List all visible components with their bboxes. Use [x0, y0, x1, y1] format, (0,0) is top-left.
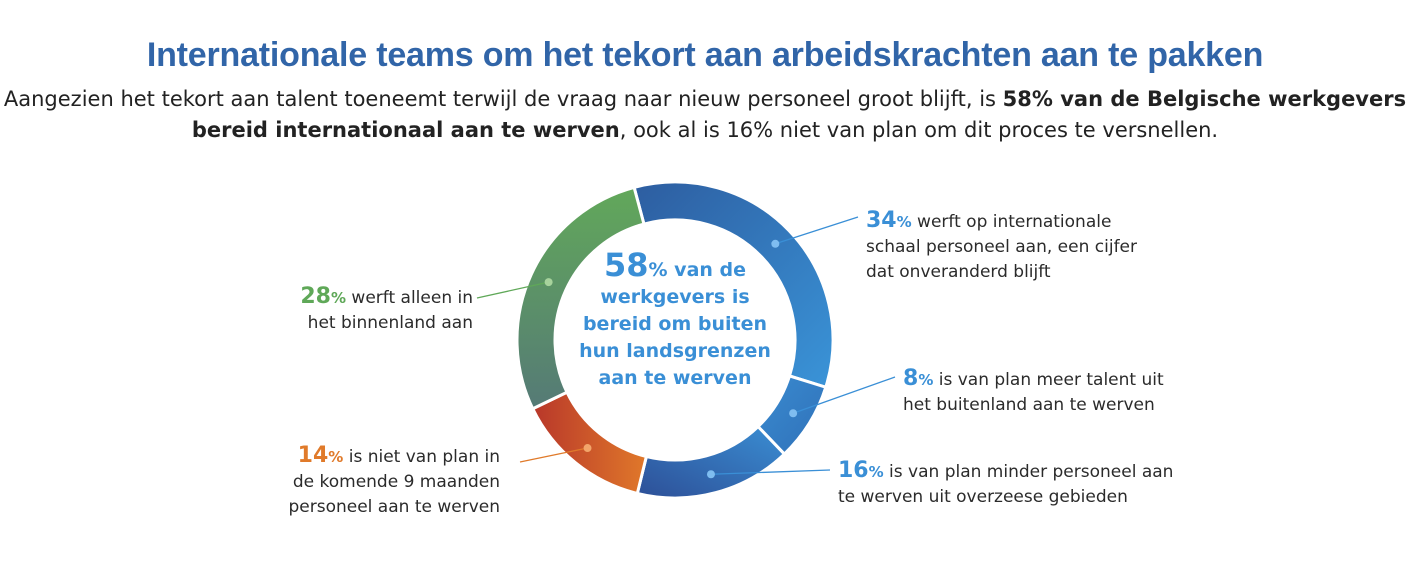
- leader-line-14: [519, 447, 588, 463]
- center-line4: hun landsgrenzen: [579, 340, 771, 362]
- slice-text-line: werft op internationale: [911, 212, 1112, 232]
- center-number: 58: [603, 246, 649, 284]
- center-line5: aan te werven: [598, 367, 752, 389]
- slice-pct-sign: %: [896, 213, 912, 231]
- slice-label-8: 8% is van plan meer talent uit het buiten…: [903, 366, 1164, 418]
- center-pct: %: [648, 259, 668, 281]
- subtitle-part1: Aangezien het tekort aan talent toeneemt…: [3, 87, 1003, 111]
- slice-value-14: 14: [297, 443, 329, 468]
- leader-dot-28: [544, 278, 553, 287]
- subtitle-bold: 58% van de Belgische werkgevers bereid i…: [191, 87, 1407, 142]
- center-line1: van de: [667, 259, 747, 281]
- center-line2: werkgevers is: [600, 286, 750, 308]
- slice-text-line: is van plan meer talent uit: [933, 370, 1164, 390]
- slice-pct-sign: %: [331, 289, 347, 307]
- slice-value-34: 34: [866, 208, 897, 233]
- leader-line-34: [775, 216, 859, 245]
- slice-text-line: personeel aan te werven: [288, 497, 500, 517]
- donut-slice-16: [635, 424, 787, 500]
- leader-dot-8: [789, 409, 798, 418]
- leader-line-8: [792, 376, 896, 414]
- slice-text-line: het binnenland aan: [307, 313, 473, 333]
- donut-slice-28: [515, 185, 646, 411]
- slice-text-line: is van plan minder personeel aan: [883, 462, 1174, 482]
- subtitle-part2: , ook al is 16% niet van plan om dit pro…: [619, 118, 1219, 142]
- slice-text-line: het buitenland aan te werven: [903, 395, 1155, 415]
- slice-label-16: 16% is van plan minder personeel aan te w…: [838, 458, 1173, 510]
- center-label: 58% van de werkgevers is bereid om buite…: [555, 249, 795, 392]
- slice-text-line: dat onveranderd blijft: [866, 262, 1051, 282]
- slice-text-line: schaal personeel aan, een cijfer: [866, 237, 1137, 257]
- leader-line-16: [710, 469, 831, 475]
- slice-pct-sign: %: [918, 371, 934, 389]
- slice-text-line: de komende 9 maanden: [292, 472, 500, 492]
- slice-text-line: werft alleen in: [346, 288, 473, 308]
- leader-line-28: [476, 281, 549, 299]
- chart-title: Internationale teams om het tekort aan a…: [146, 36, 1264, 74]
- slice-label-28: 28% werft alleen in het binnenland aan: [300, 284, 473, 336]
- slice-value-8: 8: [903, 366, 919, 391]
- slice-pct-sign: %: [868, 463, 884, 481]
- donut-slice-14: [530, 390, 649, 496]
- leader-dot-14: [583, 444, 592, 453]
- slice-text-line: te werven uit overzeese gebieden: [838, 487, 1128, 507]
- slice-text-line: is niet van plan in: [343, 447, 500, 467]
- slice-pct-sign: %: [328, 448, 344, 466]
- slice-value-28: 28: [300, 284, 331, 309]
- leader-dot-16: [706, 470, 715, 479]
- slice-label-14: 14% is niet van plan in de komende 9 maan…: [288, 443, 500, 520]
- center-line3: bereid om buiten: [582, 313, 768, 335]
- slice-label-34: 34% werft op internationale schaal person…: [866, 208, 1137, 285]
- leader-dot-34: [771, 239, 780, 248]
- chart-subtitle: Aangezien het tekort aan talent toeneemt…: [0, 84, 1410, 146]
- slice-value-16: 16: [838, 458, 869, 483]
